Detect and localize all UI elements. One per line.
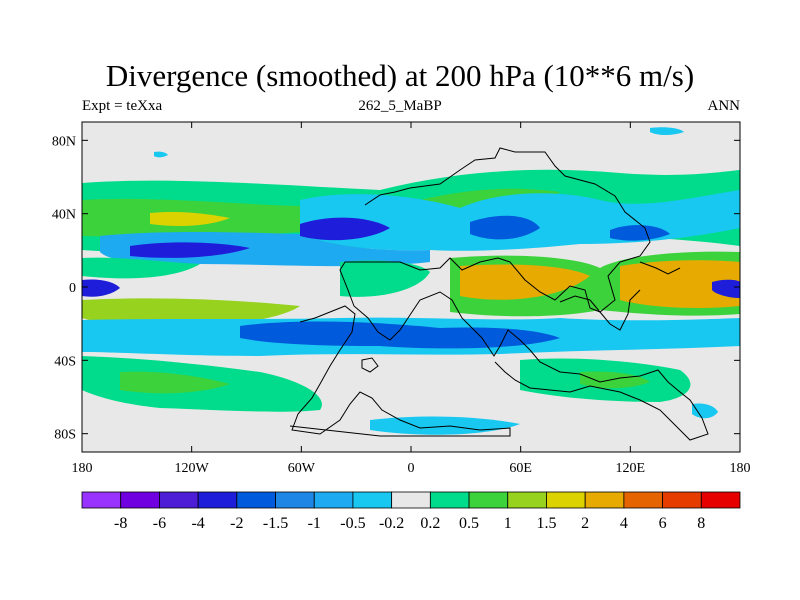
contour-positive xyxy=(460,264,590,300)
lon-tick-label: 60W xyxy=(288,461,316,476)
contour-negative xyxy=(300,217,390,241)
map-title: Divergence (smoothed) at 200 hPa (10**6 … xyxy=(105,58,695,93)
colorbar-label: 1.5 xyxy=(536,515,556,532)
lat-tick-label: 80S xyxy=(54,428,76,443)
colorbar-label: -2 xyxy=(230,515,243,532)
contour-positive xyxy=(340,260,430,297)
continent-outline xyxy=(289,305,511,437)
colorbar-swatch xyxy=(159,491,199,509)
lon-tick-label: 180 xyxy=(72,461,93,476)
contour-positive xyxy=(580,371,650,389)
colorbar-swatch xyxy=(313,491,354,509)
colorbar-swatch xyxy=(81,491,122,509)
colorbar-swatch xyxy=(275,491,315,509)
colorbar-swatch xyxy=(468,491,509,509)
experiment-label: Expt = teXxa xyxy=(82,98,163,114)
colorbar-label: -6 xyxy=(153,515,166,532)
longitude-ticks: 180 120W 60W 0 60E 120E 180 xyxy=(72,122,751,476)
contour-negative xyxy=(82,279,120,297)
lon-tick-label: 60E xyxy=(509,461,532,476)
colorbar-label: -1.5 xyxy=(263,515,288,532)
contour-negative xyxy=(240,321,560,349)
colorbar-label: 2 xyxy=(581,515,589,532)
colorbar-label: -8 xyxy=(114,515,127,532)
colorbar-swatch xyxy=(662,491,702,509)
colorbar-label: 6 xyxy=(659,515,667,532)
lon-tick-label: 120W xyxy=(175,461,210,476)
contour-positive xyxy=(82,257,200,279)
colorbar-label: -0.2 xyxy=(379,515,404,532)
contour-negative xyxy=(692,403,718,419)
lat-tick-label: 80N xyxy=(52,134,76,149)
contour-negative xyxy=(712,279,740,298)
contour-positive xyxy=(120,371,230,394)
case-label: 262_5_MaBP xyxy=(358,98,442,114)
season-label: ANN xyxy=(707,98,741,114)
colorbar-swatch xyxy=(197,491,238,509)
colorbar-label: 1 xyxy=(504,515,512,532)
lat-tick-label: 40S xyxy=(54,354,76,369)
colorbar-swatch xyxy=(546,491,586,509)
lon-tick-label: 0 xyxy=(408,461,415,476)
colorbar-label: 0.5 xyxy=(459,515,479,532)
contour-negative xyxy=(650,127,684,135)
colorbar-swatch xyxy=(700,491,741,509)
contour-negative xyxy=(154,151,168,158)
colorbar-swatch xyxy=(391,491,431,509)
continent-outline xyxy=(559,289,641,331)
colorbar-swatch xyxy=(584,491,625,509)
colorbar-label: -1 xyxy=(308,515,321,532)
colorbar-swatch xyxy=(507,491,547,509)
contour-negative xyxy=(470,215,540,240)
coastlines xyxy=(289,147,709,441)
continent-outline xyxy=(339,147,709,441)
contour-negative xyxy=(130,242,250,258)
colorbar-label: 4 xyxy=(620,515,628,532)
colorbar-label: -4 xyxy=(191,515,204,532)
continent-outline xyxy=(639,261,681,275)
colorbar-swatch xyxy=(352,491,393,509)
continent-outline xyxy=(361,357,379,373)
colorbar-swatch xyxy=(623,491,663,509)
colorbar-label: -0.5 xyxy=(340,515,365,532)
contour-fields xyxy=(82,127,740,435)
colorbar-label: 0.2 xyxy=(420,515,440,532)
contour-positive xyxy=(150,211,230,226)
colorbar-swatch xyxy=(429,491,470,509)
contour-negative xyxy=(610,225,670,241)
colorbar-swatch xyxy=(120,491,160,509)
latitude-ticks: 80N 40N 0 40S 80S xyxy=(52,134,740,443)
lat-tick-label: 40N xyxy=(52,208,76,223)
colorbar-label: 8 xyxy=(697,515,705,532)
lat-tick-label: 0 xyxy=(69,281,76,296)
colorbar-swatch xyxy=(236,491,276,509)
contour-positive xyxy=(620,260,740,308)
lon-tick-label: 120E xyxy=(616,461,646,476)
colorbar: -8 -6 -4 -2 -1.5 -1 -0.5 -0.2 0.2 0.5 1 1.5 2 4 6 8 xyxy=(81,491,741,532)
lon-tick-label: 180 xyxy=(730,461,751,476)
